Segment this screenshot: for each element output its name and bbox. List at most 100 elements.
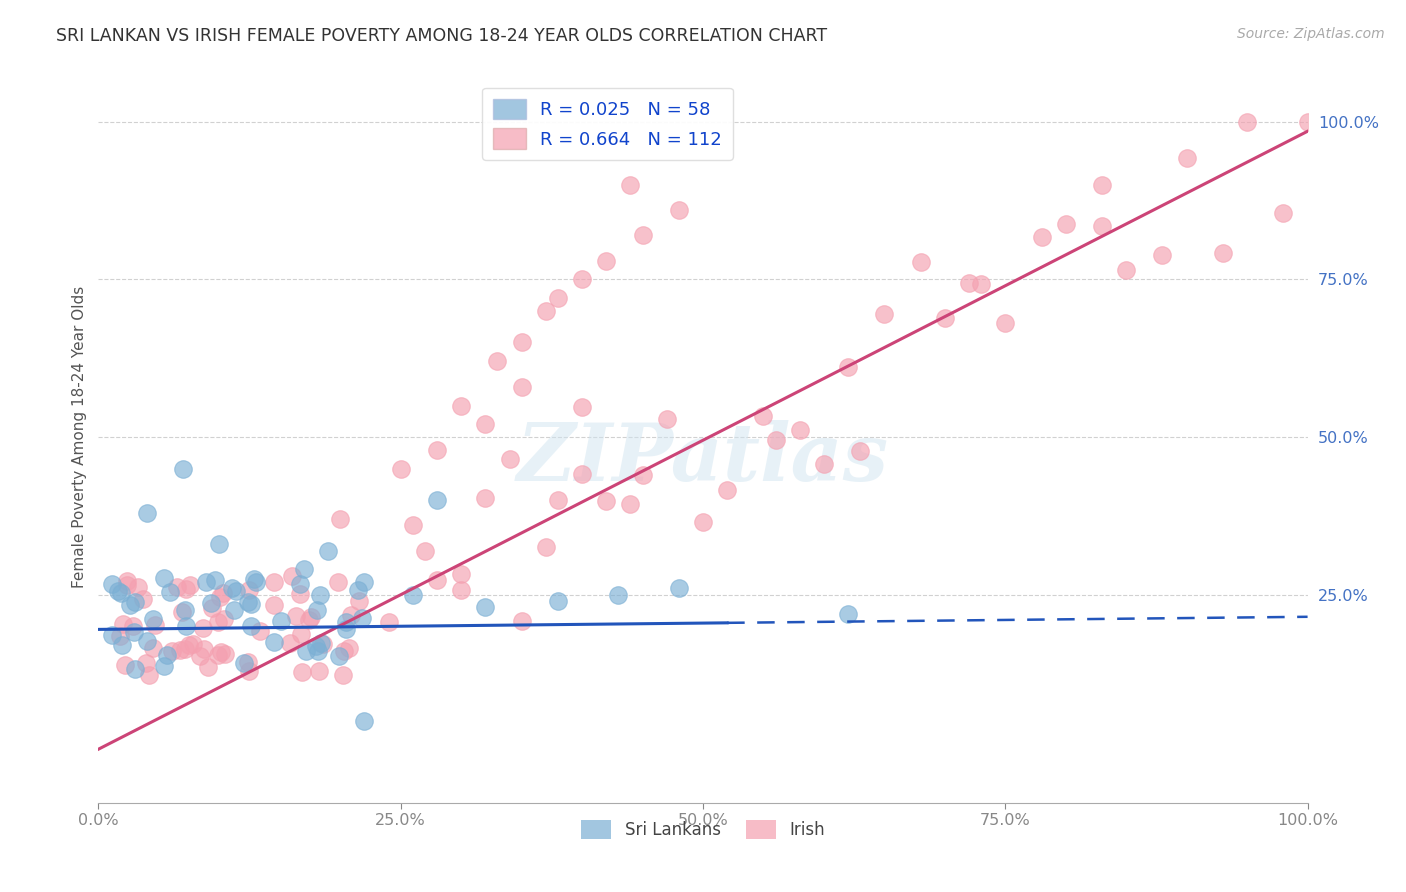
Point [837, 607, 859, 621]
Point [278, 636, 301, 650]
Point [221, 581, 243, 595]
Point [120, 598, 142, 612]
Point [631, 468, 654, 483]
Point [298, 613, 321, 627]
Point [112, 616, 135, 631]
Point [1031, 230, 1053, 244]
Point [160, 643, 183, 657]
Point [1054, 217, 1077, 231]
Text: Source: ZipAtlas.com: Source: ZipAtlas.com [1237, 27, 1385, 41]
Point [837, 359, 859, 374]
Point [212, 586, 235, 600]
Point [183, 637, 205, 651]
Point [270, 614, 292, 628]
Point [668, 582, 690, 596]
Point [934, 310, 956, 325]
Point [212, 612, 235, 626]
Point [510, 335, 533, 350]
Point [204, 573, 226, 587]
Point [328, 648, 350, 663]
Point [413, 544, 436, 558]
Point [474, 600, 496, 615]
Point [124, 662, 146, 676]
Point [534, 304, 557, 318]
Point [193, 642, 215, 657]
Point [1091, 178, 1114, 193]
Point [174, 582, 197, 596]
Point [166, 580, 188, 594]
Point [571, 400, 593, 414]
Point [295, 644, 318, 658]
Point [263, 634, 285, 648]
Point [752, 409, 775, 423]
Point [153, 571, 176, 585]
Point [547, 291, 569, 305]
Point [284, 609, 307, 624]
Point [127, 580, 149, 594]
Point [326, 574, 349, 589]
Point [335, 615, 357, 629]
Point [207, 648, 229, 662]
Text: ZIPatlas: ZIPatlas [517, 420, 889, 498]
Point [214, 648, 236, 662]
Point [249, 624, 271, 638]
Point [595, 253, 617, 268]
Point [101, 576, 124, 591]
Point [332, 668, 354, 682]
Point [329, 512, 352, 526]
Point [245, 575, 267, 590]
Point [873, 307, 896, 321]
Point [281, 569, 304, 583]
Point [498, 451, 520, 466]
Point [510, 379, 533, 393]
Legend: Sri Lankans, Irish: Sri Lankans, Irish [575, 814, 831, 846]
Point [309, 635, 332, 649]
Point [426, 574, 449, 588]
Point [765, 433, 787, 447]
Point [631, 228, 654, 243]
Point [290, 627, 312, 641]
Point [172, 461, 194, 475]
Point [224, 603, 246, 617]
Point [236, 655, 259, 669]
Point [153, 658, 176, 673]
Point [170, 605, 193, 619]
Point [132, 591, 155, 606]
Point [309, 588, 332, 602]
Point [1152, 248, 1174, 262]
Point [143, 617, 166, 632]
Point [195, 574, 218, 589]
Point [333, 644, 356, 658]
Point [312, 637, 335, 651]
Point [101, 628, 124, 642]
Point [200, 596, 222, 610]
Point [188, 649, 211, 664]
Point [209, 591, 232, 605]
Point [115, 574, 138, 588]
Point [263, 574, 285, 589]
Point [668, 203, 690, 218]
Point [107, 584, 129, 599]
Point [347, 594, 370, 608]
Point [789, 423, 811, 437]
Point [225, 584, 247, 599]
Point [534, 540, 557, 554]
Point [108, 629, 131, 643]
Point [957, 276, 980, 290]
Point [426, 442, 449, 457]
Point [201, 600, 224, 615]
Point [337, 640, 360, 655]
Point [474, 417, 496, 432]
Point [173, 603, 195, 617]
Point [402, 588, 425, 602]
Point [177, 638, 200, 652]
Point [450, 583, 472, 598]
Point [1296, 115, 1319, 129]
Point [111, 639, 134, 653]
Point [571, 467, 593, 481]
Point [340, 608, 363, 623]
Text: SRI LANKAN VS IRISH FEMALE POVERTY AMONG 18-24 YEAR OLDS CORRELATION CHART: SRI LANKAN VS IRISH FEMALE POVERTY AMONG… [56, 27, 827, 45]
Point [1212, 246, 1234, 260]
Point [138, 668, 160, 682]
Point [169, 643, 191, 657]
